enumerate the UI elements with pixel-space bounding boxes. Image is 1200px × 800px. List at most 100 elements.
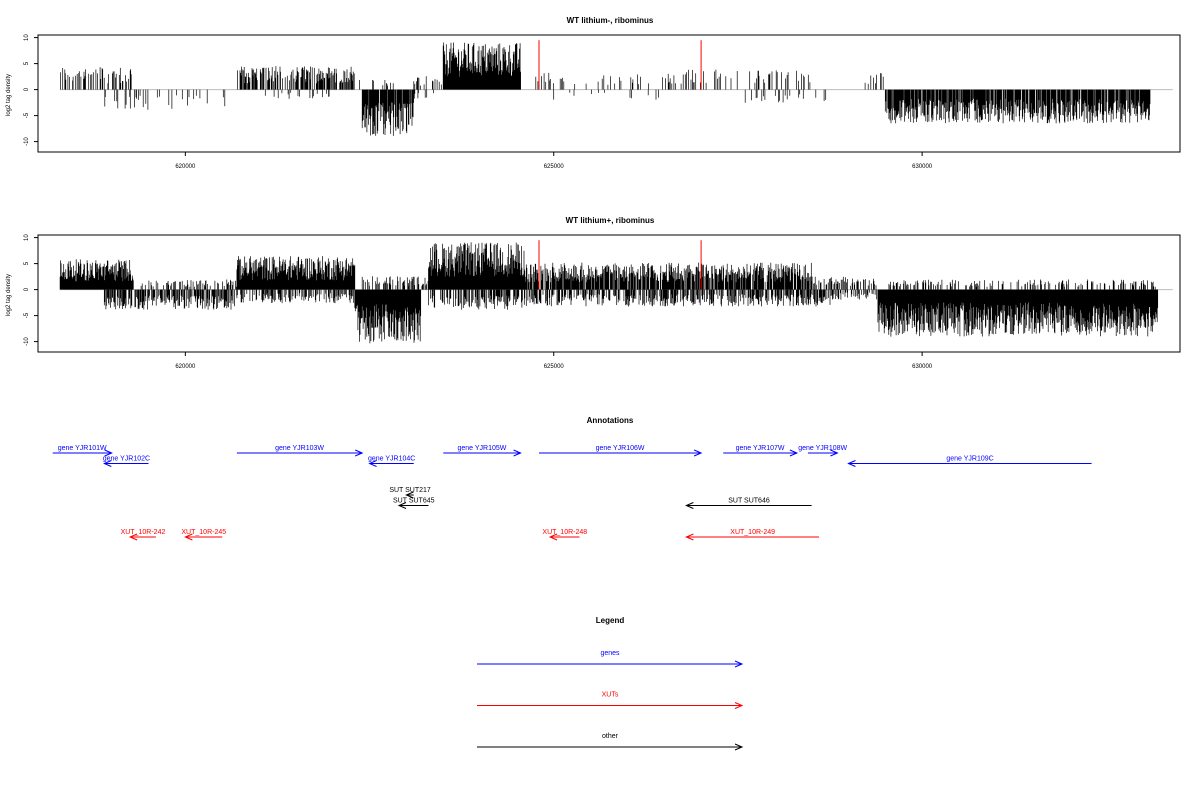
feature-arrowhead bbox=[693, 449, 703, 457]
y-tick-label: 0 bbox=[24, 287, 30, 291]
legend-item: genes bbox=[477, 650, 744, 668]
y-axis-label: log2 tag density bbox=[6, 74, 12, 116]
feature-xut: XUT_10R-245 bbox=[181, 529, 226, 541]
signal-bar-group bbox=[236, 289, 355, 304]
x-tick-label: 625000 bbox=[544, 164, 565, 170]
feature-gene: gene YJR103W bbox=[236, 445, 364, 457]
legend-items: genes XUTs other bbox=[477, 650, 744, 751]
x-tick-label: 630000 bbox=[912, 364, 933, 370]
signal-bar-group bbox=[413, 76, 442, 90]
signal-bar-group bbox=[864, 73, 884, 90]
signal-bar-group bbox=[361, 89, 414, 136]
legend-arrowhead bbox=[734, 743, 744, 751]
feature-other: SUT SUT217 bbox=[389, 487, 431, 499]
feature-arrowhead bbox=[368, 460, 377, 467]
signal-bar-group bbox=[140, 279, 237, 290]
position-markers bbox=[538, 40, 702, 90]
feature-gene: gene YJR108W bbox=[798, 445, 848, 457]
signal-bar-group bbox=[535, 72, 686, 90]
x-axis: 620000 625000 630000 bbox=[175, 351, 933, 370]
panel-title: WT lithium+, ribominus bbox=[566, 216, 655, 225]
signal-bar-group bbox=[828, 289, 878, 300]
signal-bar-group bbox=[264, 89, 330, 99]
feature-label: SUT SUT645 bbox=[393, 498, 435, 505]
feature-arrowhead bbox=[789, 449, 799, 457]
feature-label: SUT SUT646 bbox=[728, 498, 770, 505]
feature-gene: gene YJR102C bbox=[103, 456, 150, 467]
legend-label: other bbox=[602, 733, 619, 740]
feature-xut: XUT_10R-242 bbox=[121, 529, 166, 541]
feature-gene: gene YJR101W bbox=[52, 445, 113, 457]
feature-arrowhead bbox=[847, 460, 856, 467]
signal-bar-group bbox=[811, 276, 877, 290]
signal-bar-group bbox=[553, 89, 659, 100]
feature-label: gene YJR104C bbox=[368, 456, 415, 463]
feature-other: SUT SUT646 bbox=[685, 498, 812, 509]
feature-gene: gene YJR107W bbox=[723, 445, 799, 457]
legend-arrowhead bbox=[734, 660, 744, 668]
legend: Legend genes XUTs other bbox=[477, 616, 744, 751]
feature-gene: gene YJR106W bbox=[539, 445, 703, 457]
legend-title: Legend bbox=[596, 616, 625, 625]
feature-label: gene YJR101W bbox=[58, 445, 107, 452]
feature-label: gene YJR107W bbox=[736, 445, 785, 452]
x-axis: 620000 625000 630000 bbox=[175, 151, 933, 170]
feature-label: XUT_10R-249 bbox=[730, 529, 775, 536]
signal-panel-lithium-plus: WT lithium+, ribominus log2 tag density … bbox=[6, 216, 1181, 370]
feature-label: gene YJR106W bbox=[596, 445, 645, 452]
signal-bar-group bbox=[884, 89, 1151, 124]
feature-gene: gene YJR105W bbox=[443, 445, 522, 457]
signal-panel-lithium-minus: WT lithium-, ribominus log2 tag density … bbox=[6, 16, 1181, 170]
signal-bar-group bbox=[428, 289, 523, 310]
signal-bar-group bbox=[413, 89, 434, 99]
feature-other: SUT SUT645 bbox=[393, 498, 435, 509]
x-tick-label: 620000 bbox=[175, 164, 196, 170]
signal-bar-group bbox=[877, 289, 1159, 337]
feature-label: XUT_10R-248 bbox=[542, 529, 587, 536]
feature-arrowhead bbox=[184, 533, 193, 541]
y-tick-label: -10 bbox=[24, 137, 30, 146]
feature-gene: gene YJR109C bbox=[847, 456, 1092, 467]
feature-arrowhead bbox=[104, 449, 113, 457]
feature-label: gene YJR102C bbox=[103, 456, 150, 463]
x-tick-label: 620000 bbox=[175, 364, 196, 370]
legend-item: XUTs bbox=[477, 692, 744, 709]
signal-bar-group bbox=[60, 67, 132, 90]
feature-xut: XUT_10R-248 bbox=[542, 529, 587, 541]
signal-bar-group bbox=[442, 42, 521, 90]
y-tick-label: 10 bbox=[24, 34, 30, 41]
feature-label: XUT_10R-242 bbox=[121, 529, 166, 536]
feature-xut: XUT_10R-249 bbox=[685, 529, 819, 541]
legend-label: XUTs bbox=[602, 692, 619, 699]
y-axis-label: log2 tag density bbox=[6, 274, 12, 316]
feature-arrowhead bbox=[513, 449, 522, 457]
signal-bar-group bbox=[523, 262, 812, 290]
feature-label: gene YJR103W bbox=[275, 445, 324, 452]
feature-arrowhead bbox=[397, 502, 407, 509]
feature-label: gene YJR105W bbox=[457, 445, 506, 452]
feature-arrowhead bbox=[354, 449, 364, 457]
y-axis: 10 5 0 -5 -10 bbox=[24, 234, 39, 346]
signal-bar-group bbox=[361, 276, 429, 290]
y-tick-label: 5 bbox=[24, 261, 30, 265]
y-axis: 10 5 0 -5 -10 bbox=[24, 34, 39, 146]
signal-bar-group bbox=[523, 289, 834, 307]
signal-bars bbox=[59, 242, 1173, 344]
y-tick-label: 5 bbox=[24, 61, 30, 65]
feature-label: XUT_10R-245 bbox=[181, 529, 226, 536]
feature-arrowhead bbox=[685, 502, 694, 509]
signal-bar-group bbox=[104, 89, 149, 110]
feature-label: gene YJR108W bbox=[798, 445, 847, 452]
feature-arrowhead bbox=[830, 449, 839, 457]
y-tick-label: -10 bbox=[24, 337, 30, 346]
annotation-features: gene YJR101W gene YJR102C gene YJR103W gene… bbox=[52, 445, 1092, 541]
position-markers bbox=[538, 240, 702, 290]
signal-bar-group bbox=[354, 289, 422, 344]
feature-label: SUT SUT217 bbox=[389, 487, 431, 494]
x-tick-label: 625000 bbox=[544, 364, 565, 370]
y-tick-label: 0 bbox=[24, 87, 30, 91]
signal-bar-group bbox=[156, 89, 226, 109]
signal-bar-group bbox=[103, 289, 238, 310]
signal-bar-group bbox=[236, 256, 356, 290]
